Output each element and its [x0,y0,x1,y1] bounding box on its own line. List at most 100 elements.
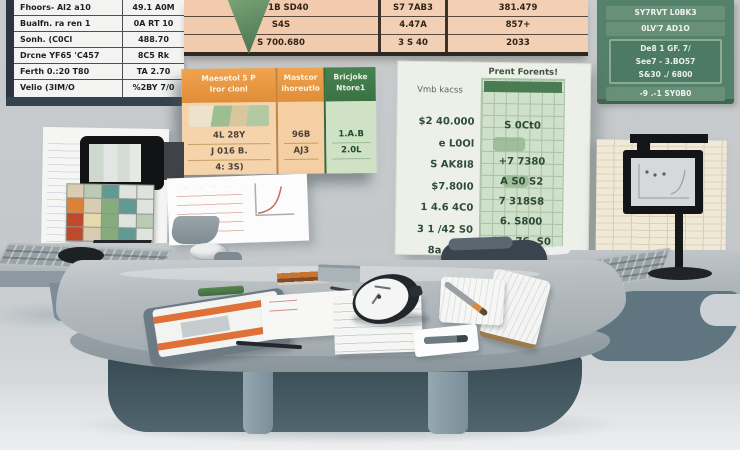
spreadsheet-cell [101,199,119,213]
master-body: 1.A.B 2.0L [325,100,377,174]
master-header-title: Bricjoke [333,72,368,82]
green-board: SY7RVT L0BK3 0LV'7 AD1O De8 1 GF. 7/ See… [597,0,734,104]
master-header-subtitle: ihoreutlo [281,83,320,94]
green-board-inset: De8 1 GF. 7/ See7 - 3.BO57 S&30 ./ 6800 [609,39,722,84]
master-header-subtitle: Ntore1 [336,83,366,93]
monitor-pole [675,212,683,274]
spreadsheet-cell [66,226,84,241]
ledger-value: $7.80I0 [431,180,474,193]
price-row: Ferth 0.:20 T80 TA 2.70 [14,64,184,81]
master-header: Maesetol 5 P Iror clonl [181,68,276,104]
price-table: Fhoors- Al2 a10 49.1 A0M Bualfn. ra ren … [6,0,184,97]
monitor-screen [89,144,141,182]
monitor-screen [631,158,695,206]
pen [443,280,489,317]
spreadsheet-cell [84,213,101,227]
quote-cell: $T 1B SD40 [184,0,378,18]
spreadsheet-cell [83,227,101,241]
spreadsheet-cell [136,213,153,228]
handwriting [268,299,298,312]
quote-column: S7 7AB3 4.47A 3 S 40 [378,0,445,52]
price-table-frame [6,97,192,106]
price-value: 0A RT 10 [122,16,184,32]
green-board-row: See7 - 3.BO57 [635,57,696,66]
ledger-value: 1 4.6 4C0 [420,201,474,214]
open-book [438,276,506,326]
price-label: Sonh. (C0Cl [20,35,73,45]
price-label: Ferth 0.:20 T80 [20,67,90,77]
right-desk-highlight [700,294,740,326]
quote-column: $T 1B SD40 S4S S 700.680 [184,0,378,52]
master-body: 4L 28Y J 016 B. 4: 3S) [181,102,277,176]
price-row: Fhoors- Al2 a10 49.1 A0M [14,0,184,17]
spreadsheet-cell [118,213,136,228]
price-label: Velio (3IM/O [20,83,75,93]
ledger-value: $2 40.000 [418,115,475,128]
ledger-value: S 0Ct0 [504,120,541,132]
master-header-subtitle: Iror clonl [209,84,248,94]
master-column: Mastcor ihoreutlo 96B AJ3 [275,67,325,175]
screen-chart [638,164,689,199]
green-board-row: S&30 ./ 6800 [638,70,693,79]
spreadsheet-cell [119,185,137,199]
master-column: Maesetol 5 P Iror clonl 4L 28Y J 016 B. … [181,68,277,176]
phone-handset [448,236,513,251]
master-thumbnail [188,105,270,127]
ledger-right-values: S 0Ct0 +7 7380 A S0 S2 7 318S8 6. S800 4… [481,116,563,253]
spreadsheet-cell [84,198,102,213]
spreadsheet-cell [136,199,154,214]
quote-cell: 381.479 [448,0,588,18]
master-table: Maesetol 5 P Iror clonl 4L 28Y J 016 B. … [181,66,378,176]
price-value: %2BY 7/0 [122,80,184,97]
green-board-row: De8 1 GF. 7/ [640,44,691,53]
quote-cell: 4.47A [381,17,445,35]
quote-cell: 857+ [448,17,588,35]
presentation-screen [166,173,310,246]
spreadsheet-cell [101,213,119,227]
right-monitor [623,150,703,214]
monitor-base [648,267,712,280]
left-monitor [80,136,164,190]
price-label: Fhoors- Al2 a10 [20,3,91,12]
quote-cell: S7 7AB3 [381,0,445,18]
ledger-value: A S0 S2 [500,176,544,188]
quote-cell: S 700.680 [257,37,305,48]
master-cell: 2.0L [332,143,371,160]
quote-cell: 3 S 40 [398,37,428,48]
quote-column: 381.479 857+ 2033 [445,0,588,52]
monitor-arm [630,134,708,143]
spacer [326,101,376,128]
clipboard [317,264,361,283]
price-row: Bualfn. ra ren 1 0A RT 10 [14,16,184,33]
mouse [58,247,104,264]
screen-chart [254,183,295,217]
spreadsheet-panel [65,183,155,243]
price-label: Drcne YF65 'C457 [20,51,100,61]
ledger-value: S AK8I8 [430,159,474,171]
spreadsheet-cell [67,184,84,198]
green-board-row: 0LV'7 AD1O [606,22,725,36]
quote-cell: S4S [184,17,378,35]
monitor-side-panel [160,142,184,180]
master-header: Mastcor ihoreutlo [277,67,324,103]
quote-cell: 2033 [506,37,530,48]
ledger-band-header [483,80,563,93]
master-cell: 96B [284,127,319,144]
master-body: 96B AJ3 [277,101,325,175]
desk-leg [243,372,273,434]
price-row: Sonh. (C0Cl 488.70 [14,32,184,49]
ledger-value: 6. S800 [499,216,543,228]
ledger-board: Prent Forents! Vmb kacss $2 40.000 e L0O… [394,60,592,258]
spreadsheet-cell [84,184,102,199]
ledger-left-header: Vmb kacss [417,84,463,96]
master-cell: 4: 3S) [188,160,271,176]
spacer [278,102,324,128]
spreadsheet-cell [136,185,154,200]
price-value: 49.1 A0M [122,0,184,16]
spreadsheet-cell [102,184,119,199]
master-header: Bricjoke Ntore1 [325,66,376,102]
spreadsheet-cell [66,212,84,227]
spreadsheet-cell [119,199,136,213]
master-header-title: Mastcor [283,72,318,82]
